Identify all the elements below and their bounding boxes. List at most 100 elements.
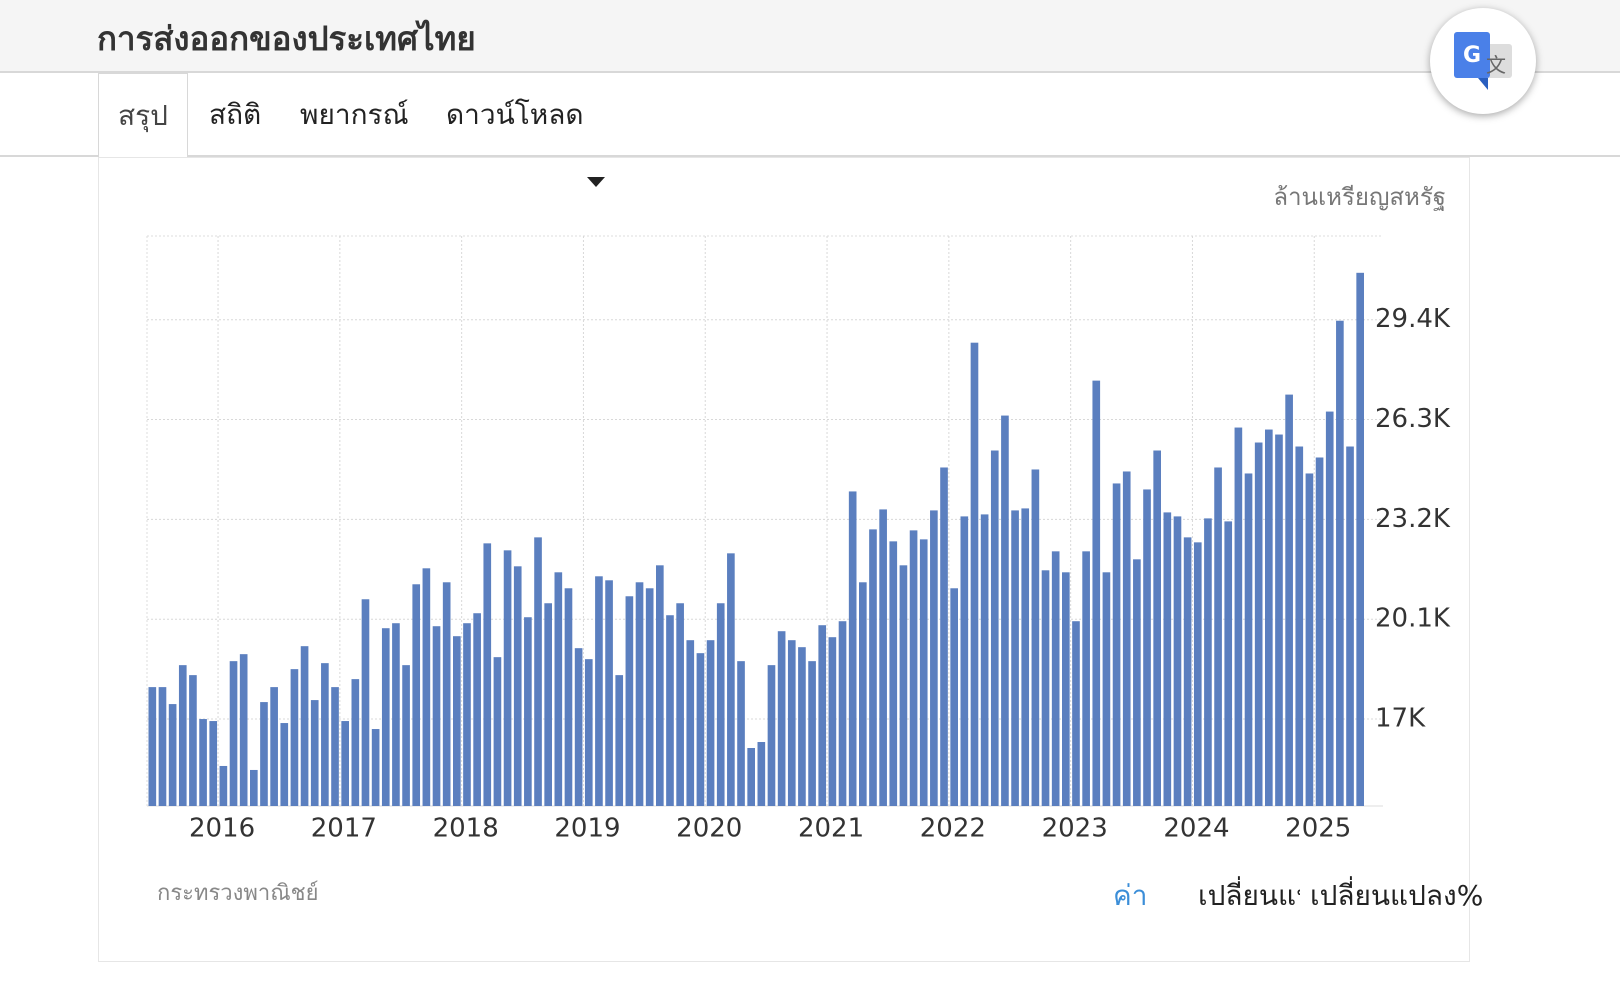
bar [148,687,157,806]
bar [189,675,197,806]
bar [1315,457,1324,806]
button[interactable]: เปลี่ยนแปลง [1198,879,1300,912]
bar [666,615,674,806]
y-tick-label: 20.1K [1375,604,1451,634]
bar [757,742,766,806]
bar [1254,442,1263,806]
bar [1001,415,1009,806]
bar [280,723,289,806]
page-title: การส่งออกของประเทศไทย [97,19,476,58]
bar [970,342,979,806]
svg-text:文: 文 [1486,53,1506,77]
source: กระทรวงพาณิชย์ [157,881,318,906]
bar [879,509,887,806]
bar [899,565,908,806]
bar [737,661,745,806]
bar [422,568,431,806]
bar [889,541,898,806]
bar [1031,469,1040,806]
tab[interactable]: สถิติ [209,98,262,131]
bar [260,702,268,806]
button[interactable]: ค่า [1113,879,1148,912]
svg-text:G: G [1463,43,1481,68]
y-tick-label: 26.3K [1375,404,1451,434]
bar [1346,446,1354,806]
bar [574,648,583,806]
bar [1133,559,1141,806]
bar [1163,512,1172,806]
bar [361,599,370,806]
bar [848,491,857,806]
tab-bar: สรุป สถิติ พยากรณ์ ดาวน์โหลด [0,73,1620,187]
bar [554,572,563,806]
x-tick-label: 2024 [1163,814,1229,844]
bar [209,721,218,806]
bar [1224,521,1233,806]
bar [250,769,258,806]
bar [859,582,867,806]
bar [919,539,928,806]
bar [798,647,806,806]
bar [158,687,167,806]
bar [351,679,360,806]
x-tick-label: 2017 [311,814,377,844]
chart-card [98,157,1470,962]
bar [1305,473,1314,806]
bar [1092,380,1101,806]
bar [534,537,542,806]
bar [310,700,319,806]
bar [727,553,735,806]
bar [178,665,187,806]
bar [219,765,228,806]
bar [503,550,512,806]
bar [1204,518,1212,806]
bar [706,640,715,806]
bar [483,543,492,806]
x-tick-label: 2025 [1285,814,1351,844]
bar [980,514,989,806]
bar [1356,272,1364,806]
bar [716,603,725,806]
bar [950,588,958,806]
tab[interactable]: พยากรณ์ [300,98,409,131]
bar [645,588,654,806]
bar [381,628,390,806]
x-tick-label: 2021 [798,814,864,844]
bar [625,596,634,806]
y-tick-label: 23.2K [1375,504,1451,534]
tab[interactable]: ดาวน์โหลด [446,98,584,131]
button[interactable]: เปลี่ยนแปลง% [1310,879,1484,912]
bar [1173,516,1182,806]
bar [1072,621,1080,806]
bar [1193,542,1202,806]
bar [1325,411,1334,806]
bar [696,653,705,806]
x-tick-label: 2022 [920,814,986,844]
bar [1062,572,1070,806]
tab[interactable]: สรุป [98,73,188,157]
bar [1122,471,1131,806]
bar [239,654,248,806]
bar [229,661,238,806]
bar [321,663,329,806]
x-tick-label: 2023 [1042,814,1108,844]
bar [392,623,400,806]
bar [869,529,877,806]
bar [402,665,410,806]
bar [930,510,938,806]
bar [1183,537,1192,806]
bar [473,613,481,806]
bar [656,565,664,806]
bar [371,729,380,806]
bar [1112,483,1121,806]
bar [513,566,522,806]
bar [1275,434,1283,806]
unit-label: ล้านเหรียญสหรัฐ [1273,183,1446,211]
bar [838,621,847,806]
bar [544,603,552,806]
bar [412,584,421,806]
x-tick-label: 2020 [676,814,742,844]
